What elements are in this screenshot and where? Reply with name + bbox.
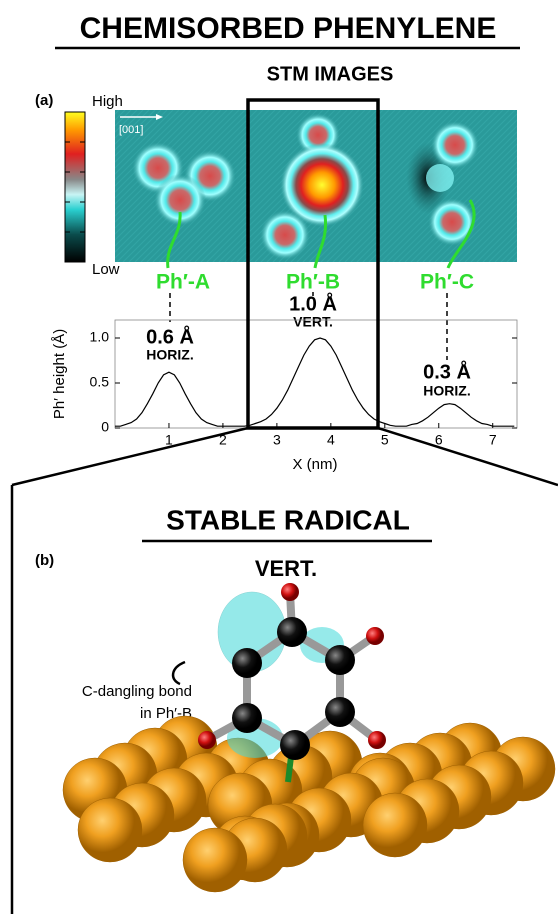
texture (525, 110, 558, 262)
copper-atom (183, 828, 247, 892)
x-axis-label: X (nm) (293, 456, 338, 473)
molecule-name: Ph′-A (156, 271, 210, 294)
colorbar-high: High (92, 93, 123, 110)
texture (0, 110, 125, 262)
page: {"title":"CHEMISORBED PHENYLENE", "panel… (0, 0, 558, 914)
y-tick-label: 0 (101, 419, 109, 435)
copper-atom (363, 793, 427, 857)
height-label: 0.3 Å (423, 359, 471, 383)
molecule-name: Ph′-B (286, 271, 340, 294)
colorbar (65, 112, 85, 262)
x-tick-label: 5 (381, 432, 389, 448)
texture (0, 110, 107, 262)
figure-title: CHEMISORBED PHENYLENE (80, 12, 497, 45)
texture (0, 110, 119, 262)
texture (531, 110, 558, 262)
colorbar-low: Low (92, 261, 120, 278)
panel-label: (a) (35, 92, 53, 109)
x-tick-label: 4 (327, 432, 335, 448)
height-label: 0.6 Å (146, 324, 194, 348)
texture (519, 110, 558, 262)
orientation-label: HORIZ. (146, 347, 193, 363)
orientation-label: HORIZ. (423, 383, 470, 399)
y-axis-label: Ph′ height (Å) (51, 329, 68, 419)
x-tick-label: 7 (489, 432, 497, 448)
annotation-pointer (173, 662, 185, 684)
panel-heading: STABLE RADICAL (166, 504, 410, 535)
copper-atom (78, 798, 142, 862)
texture (0, 110, 113, 262)
annotation: C-dangling bond (82, 683, 192, 700)
panel-heading: STM IMAGES (267, 63, 394, 85)
figure: CHEMISORBED PHENYLENE STM IMAGES (a) Hig… (0, 0, 558, 914)
x-tick-label: 3 (273, 432, 281, 448)
y-tick-label: 1.0 (90, 329, 110, 345)
orientation-label: VERT. (255, 556, 317, 581)
texture (513, 110, 558, 262)
height-label: 1.0 Å (289, 291, 337, 315)
direction-label: [001] (119, 124, 143, 136)
y-tick-label: 0.5 (90, 374, 110, 390)
orientation-label: VERT. (293, 314, 333, 330)
panel-label: (b) (35, 552, 54, 569)
molecule-name: Ph′-C (420, 271, 474, 294)
